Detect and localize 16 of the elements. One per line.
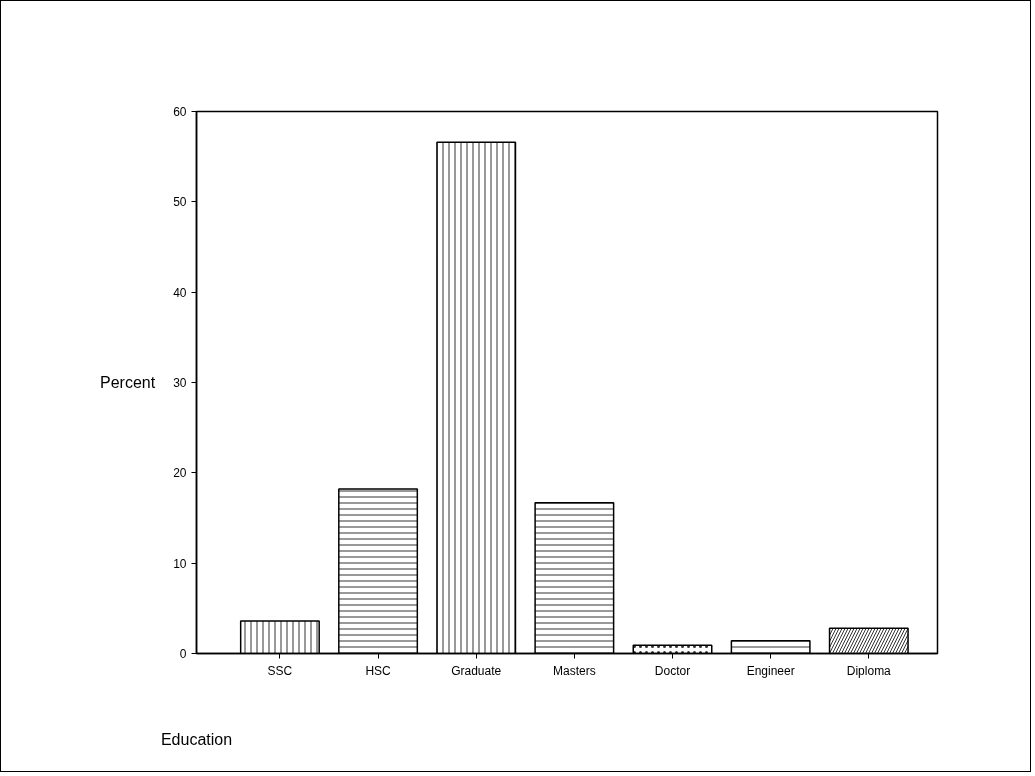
y-tick-label: 20 — [173, 466, 187, 481]
x-tick-label: Doctor — [654, 663, 691, 678]
y-tick-label: 60 — [173, 105, 187, 119]
x-tick-label: Masters — [553, 663, 596, 678]
y-tick-label: 50 — [173, 195, 187, 210]
x-tick-label: Graduate — [451, 663, 502, 678]
x-tick-label: Diploma — [846, 663, 892, 678]
y-axis-title: Percent — [100, 374, 156, 391]
y-tick-label: 30 — [173, 376, 187, 390]
y-tick-label: 10 — [173, 556, 187, 571]
y-tick-label: 0 — [179, 647, 187, 661]
x-tick-label: HSC — [365, 663, 392, 678]
x-axis-title: Education — [160, 730, 233, 748]
x-tick-label: Engineer — [746, 663, 795, 678]
y-tick-label: 40 — [173, 285, 187, 300]
x-tick-label: SSC — [267, 663, 293, 678]
